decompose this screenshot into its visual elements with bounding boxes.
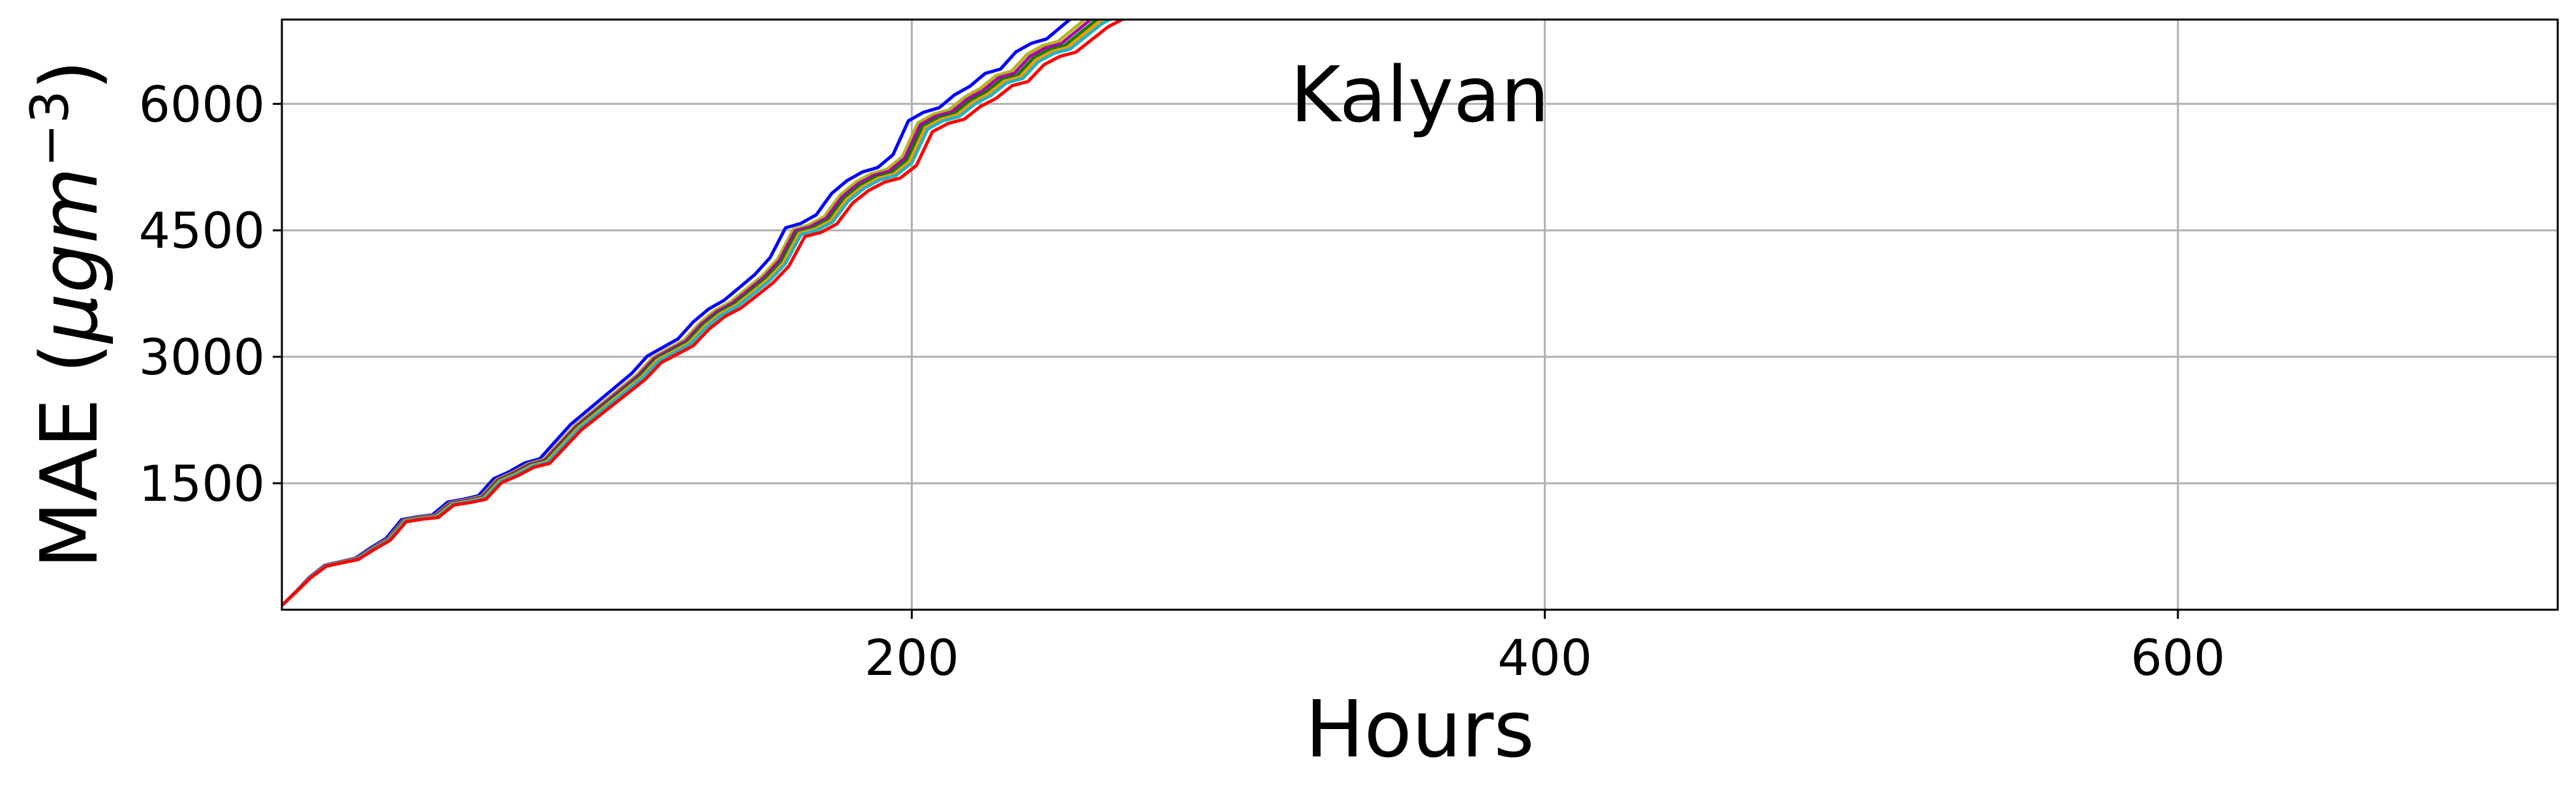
y-axis-label-g: g <box>25 243 115 293</box>
grid-lines <box>282 20 2558 610</box>
x-tick-label: 400 <box>1497 629 1592 687</box>
x-tick-label: 600 <box>2130 629 2225 687</box>
series-line <box>282 20 1126 607</box>
y-tick-label: 6000 <box>139 75 265 133</box>
y-axis-label-prefix: MAE ( <box>25 343 115 569</box>
y-tick-label: 4500 <box>139 201 265 260</box>
x-tick-label: 200 <box>865 629 959 687</box>
y-axis-label: MAE (μgm−3) <box>20 60 115 569</box>
y-axis-ticks: 1500 3000 4500 6000 <box>139 75 282 513</box>
y-axis-label-close: ) <box>25 60 115 91</box>
plot-frame <box>281 18 2559 611</box>
x-axis-label: Hours <box>1305 685 1535 775</box>
x-axis-ticks: 200 400 600 <box>865 610 2225 687</box>
y-tick-label: 3000 <box>139 328 265 386</box>
chart-title: Kalyan <box>1290 50 1549 140</box>
y-axis-label-exponent: −3 <box>20 91 80 168</box>
y-axis-label-m: m <box>25 167 115 243</box>
y-axis-label-mu: μ <box>25 293 115 344</box>
series-layer <box>282 20 1126 607</box>
y-tick-label: 1500 <box>139 455 265 513</box>
